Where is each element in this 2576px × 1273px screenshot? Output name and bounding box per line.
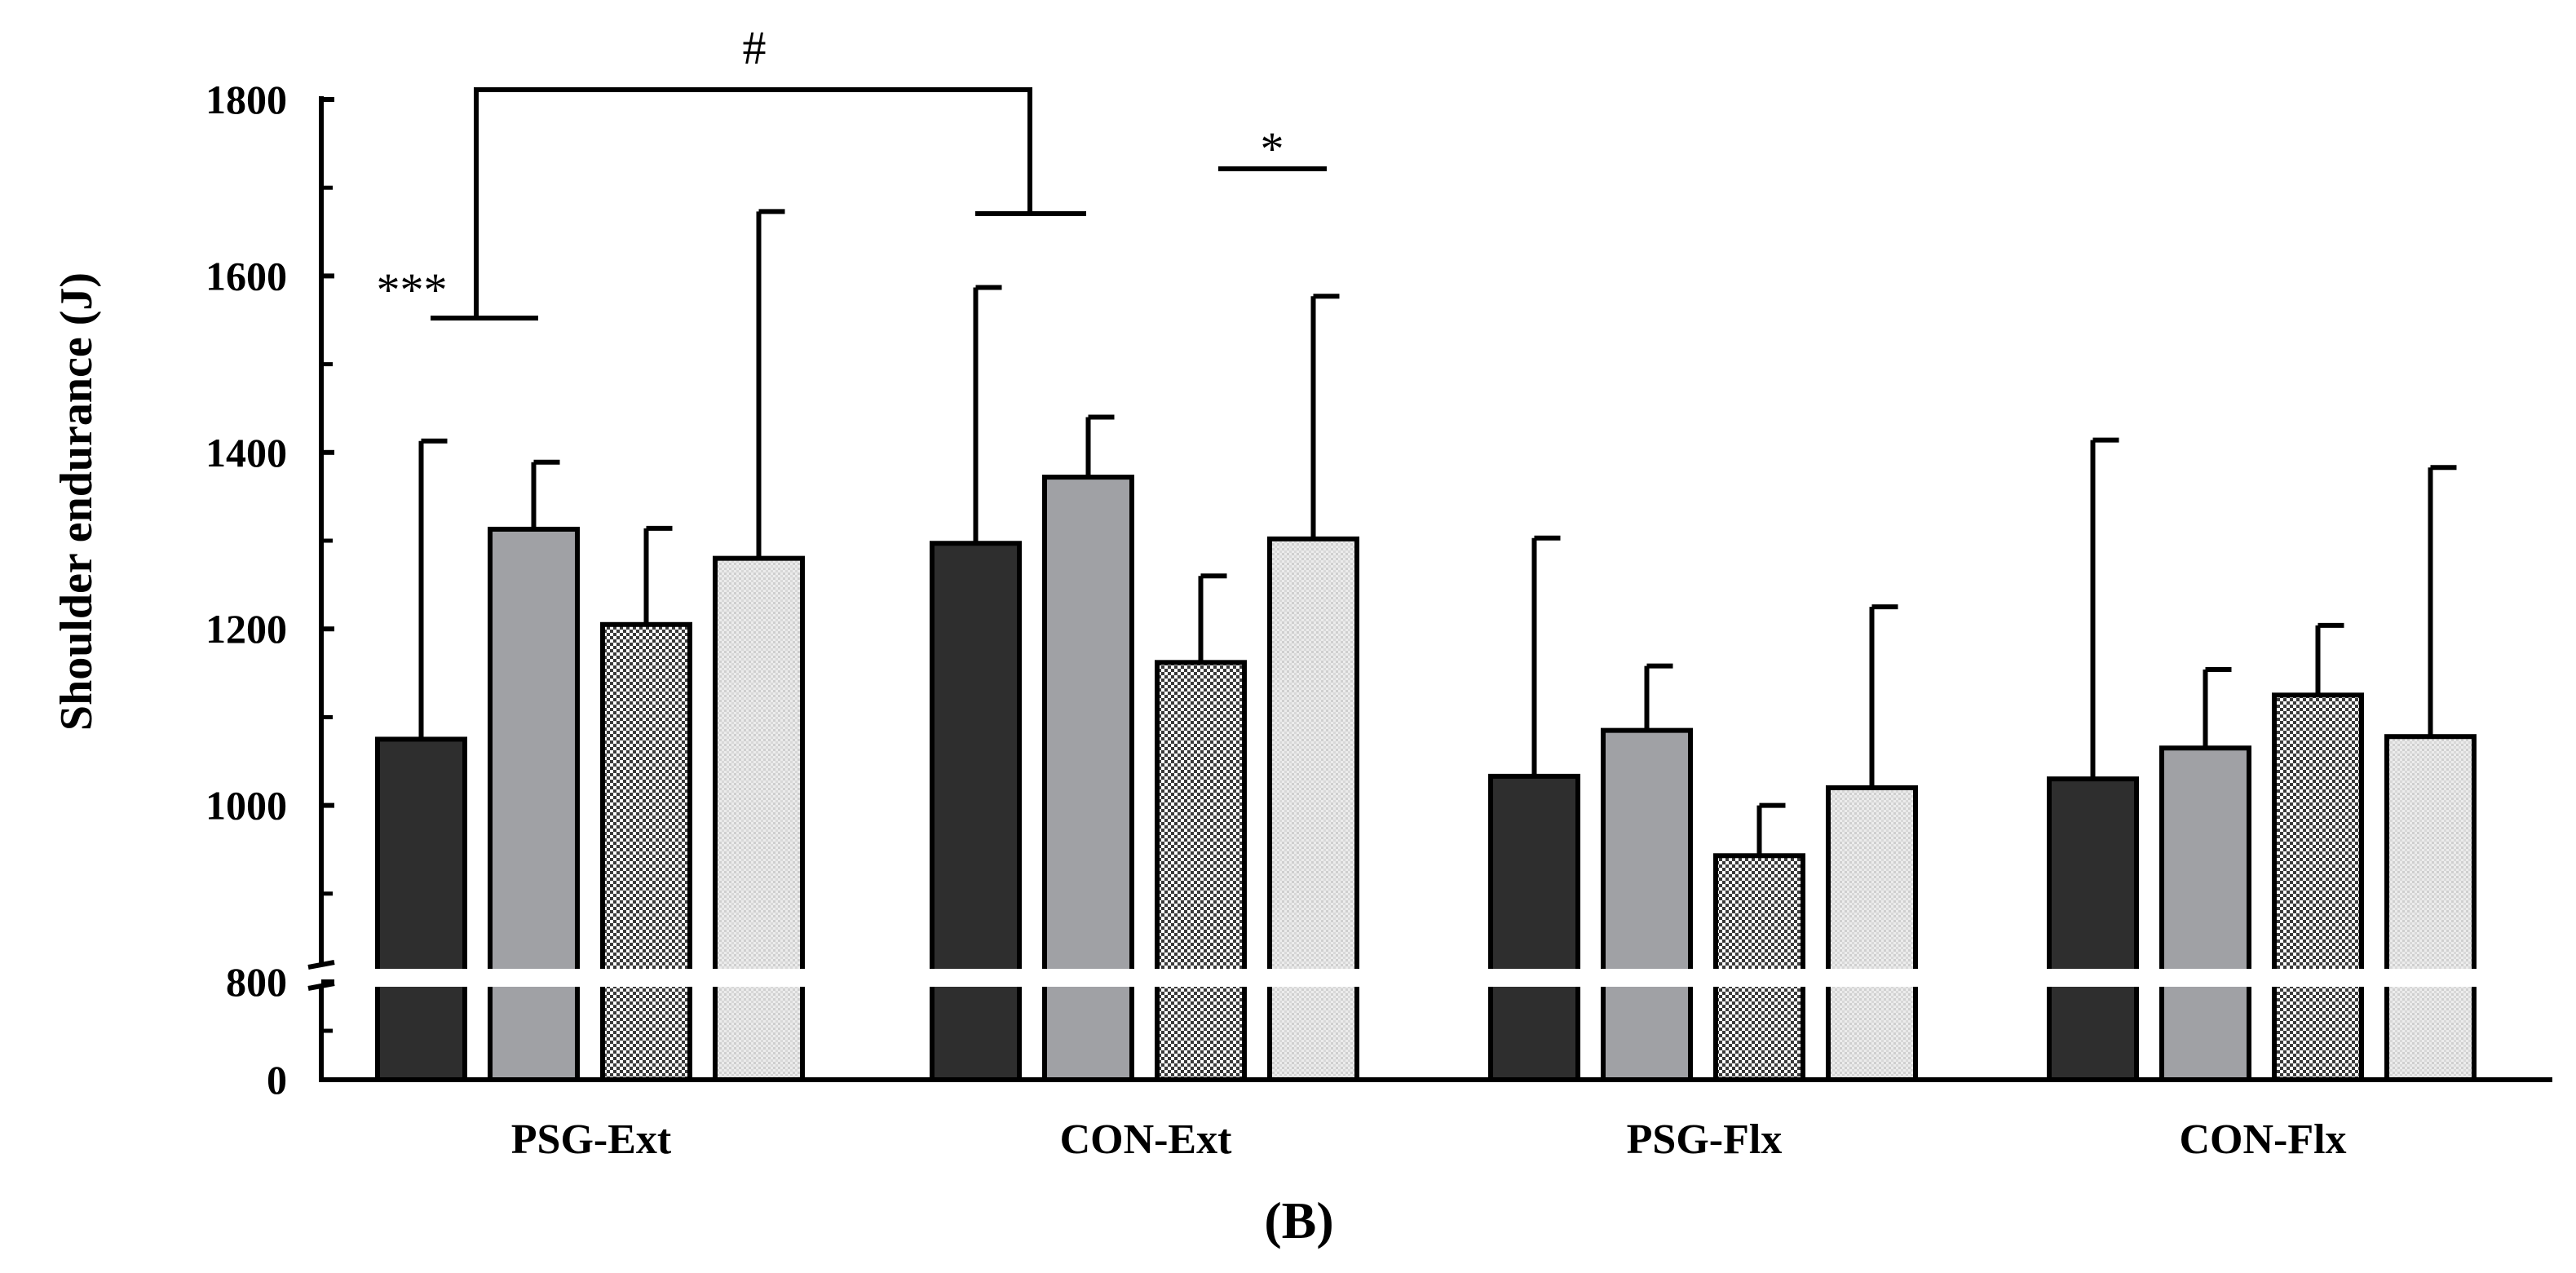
- y-tick-label-0: 0: [267, 1057, 287, 1103]
- bar-psg-ext-s2: [488, 526, 580, 1082]
- axis-break-mark-1: [307, 960, 335, 970]
- hash-label: #: [743, 21, 767, 74]
- bar-con-flx-s1: [2047, 776, 2139, 1082]
- bar-psg-flx-s3: [1713, 853, 1805, 1083]
- bar-con-ext-s3: [1155, 660, 1247, 1082]
- single-star-label: *: [1261, 122, 1284, 175]
- bar-con-ext-s2: [1042, 475, 1134, 1082]
- significance-annotations: *** # *: [377, 21, 1327, 320]
- panel-label: (B): [1264, 1191, 1333, 1249]
- bar-con-flx-s2: [2159, 745, 2251, 1083]
- bar-psg-flx-s2: [1601, 727, 1693, 1082]
- bar-psg-ext-s3: [600, 621, 692, 1082]
- bar-psg-flx-s4: [1826, 785, 1918, 1083]
- y-tick-label-1600: 1600: [205, 253, 287, 298]
- y-tick-label-1000: 1000: [205, 783, 287, 829]
- bar-con-ext-s4: [1267, 536, 1359, 1082]
- bar-con-flx-s3: [2272, 692, 2364, 1082]
- y-ticks: 1800 1600 1400 1200 1000 800 0: [205, 77, 334, 1103]
- axis-break-gap: [326, 969, 2569, 987]
- y-tick-label-1800: 1800: [205, 77, 287, 122]
- y-tick-label-1200: 1200: [205, 606, 287, 652]
- bar-psg-ext-s4: [713, 555, 805, 1082]
- y-tick-label-800: 800: [226, 959, 287, 1005]
- bar-psg-flx-s1: [1488, 773, 1580, 1082]
- triple-star-label: ***: [377, 263, 448, 316]
- y-tick-label-1400: 1400: [205, 430, 287, 475]
- category-label-psg-ext: PSG-Ext: [511, 1116, 672, 1163]
- bar-psg-ext-s1: [375, 736, 467, 1082]
- category-label-con-ext: CON-Ext: [1060, 1116, 1233, 1163]
- y-axis-title: Shoulder endurance (J): [51, 272, 102, 731]
- category-label-psg-flx: PSG-Flx: [1627, 1116, 1783, 1163]
- category-label-con-flx: CON-Flx: [2179, 1116, 2346, 1163]
- hash-group-bracket: [474, 87, 1032, 318]
- bar-con-flx-s4: [2384, 734, 2477, 1082]
- y-axis: [307, 96, 335, 1082]
- bars-layer: [375, 475, 2477, 1083]
- error-bars-layer: [418, 209, 2457, 856]
- bar-con-ext-s1: [930, 541, 1022, 1082]
